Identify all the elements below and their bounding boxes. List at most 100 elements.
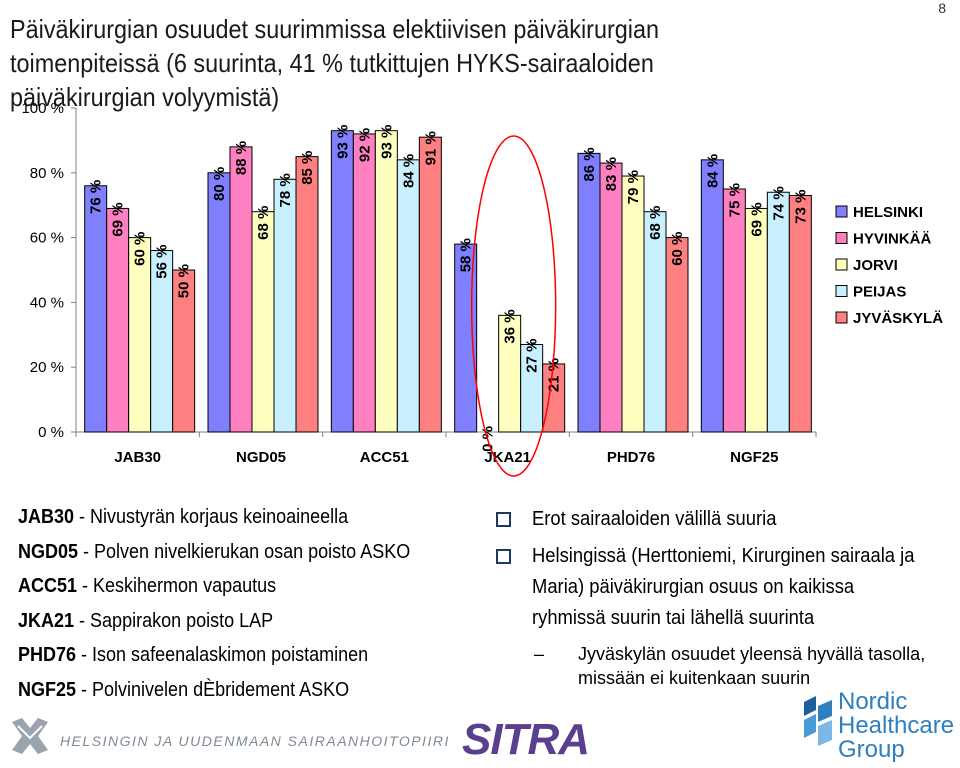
bar-data-label: 74 % — [770, 186, 787, 220]
bar-data-label: 60 % — [132, 232, 149, 266]
organization-name: HELSINGIN JA UUDENMAAN SAIRAANHOITOPIIRI — [60, 733, 450, 749]
definition-text: - Nivustyrän korjaus keinoaineella — [74, 506, 349, 528]
nhg-line: Healthcare — [838, 712, 955, 739]
bar-data-label: 80 % — [211, 167, 228, 201]
bar — [700, 159, 724, 433]
bar — [599, 162, 623, 433]
bar-data-label: 93 % — [378, 125, 395, 159]
checkbox-bullet-icon — [496, 512, 511, 527]
bar-data-label: 78 % — [277, 173, 294, 207]
definition-code: JKA21 — [18, 609, 75, 632]
bar — [643, 211, 667, 433]
bar-data-label: 79 % — [625, 170, 642, 204]
legend-swatch — [835, 205, 848, 218]
bar-data-label: 92 % — [356, 128, 373, 162]
definition-code: ACC51 — [18, 575, 78, 597]
bar-data-label: 60 % — [669, 232, 686, 266]
bar — [251, 211, 275, 433]
y-tick-label: 0 % — [38, 424, 64, 441]
bar — [418, 136, 442, 433]
definition-row: JAB30 - Nivustyrän korjaus keinoaineella — [18, 500, 410, 535]
nhg-line: Group — [838, 736, 905, 763]
bar-data-label: 56 % — [154, 245, 171, 279]
legend-label: PEIJAS — [853, 284, 906, 301]
definition-code: NGF25 — [18, 678, 77, 701]
page-number: 8 — [938, 0, 946, 16]
bar-data-label: 69 % — [748, 202, 765, 236]
bar — [374, 130, 398, 433]
bar-data-label: 84 % — [704, 154, 721, 188]
bar — [330, 130, 354, 433]
bar-chart: 0 % 20 % 40 % 60 % 80 % 100 % 76 % 69 % 60 % 56 %… — [21, 100, 943, 477]
y-tick-label: 40 % — [30, 294, 64, 311]
x-category-label: JAB30 — [114, 449, 161, 466]
bar-data-label: 68 % — [255, 206, 272, 240]
notes: Erot sairaaloiden välillä suuria Helsing… — [492, 504, 960, 690]
bar — [172, 269, 196, 433]
y-tick-label: 100 % — [21, 100, 64, 117]
bar-data-label: 68 % — [647, 206, 664, 240]
bar — [295, 156, 319, 433]
legend-swatch — [835, 258, 848, 271]
bar — [665, 237, 689, 433]
bar — [621, 175, 645, 433]
bar — [744, 207, 768, 433]
note-bullet: Helsingissä (Herttoniemi, Kirurginen sai… — [492, 541, 960, 634]
definition-code: NGD05 — [18, 540, 79, 563]
legend-swatch — [835, 285, 848, 297]
bar-data-label: 73 % — [792, 189, 809, 223]
checkbox-bullet-icon — [496, 549, 511, 564]
highlight-ellipse — [470, 135, 557, 477]
definition-code: JAB30 — [18, 506, 75, 528]
note-text: Helsingissä (Herttoniemi, Kirurginen sai… — [532, 545, 915, 629]
bar — [766, 191, 790, 433]
definition-row: JKA21 - Sappirakon poisto LAP — [18, 604, 410, 639]
bar — [106, 207, 130, 433]
bar — [352, 133, 376, 433]
bar-data-label: 21 % — [546, 358, 563, 392]
definition-text: - Ison safeenalaskimon poistaminen — [76, 644, 369, 666]
bar-data-label: 85 % — [299, 151, 316, 185]
bar-data-label: 27 % — [524, 339, 541, 373]
bar-data-label: 84 % — [400, 154, 417, 188]
definition-row: NGD05 - Polven nivelkierukan osan poisto… — [18, 535, 410, 570]
x-category-label: NGF25 — [730, 449, 778, 466]
nordic-healthcare-group-logo-icon — [804, 696, 832, 746]
legend-label: HELSINKI — [853, 204, 923, 221]
note-bullet: Erot sairaaloiden välillä suuria — [492, 504, 960, 535]
definition-row: NGF25 - Polvinivelen dÈbridement ASKO — [18, 673, 410, 708]
legend-label: JORVI — [853, 257, 898, 274]
y-tick-label: 80 % — [30, 165, 64, 182]
definition-text: - Keskihermon vapautus — [77, 575, 277, 597]
bar-data-label: 36 % — [502, 309, 519, 343]
bar-data-label: 93 % — [334, 125, 351, 159]
page-title: Päiväkirurgian osuudet suurimmissa elekt… — [10, 14, 659, 112]
bar-data-label: 83 % — [603, 157, 620, 191]
bar-data-label: 88 % — [233, 141, 250, 175]
bar-data-label: 86 % — [581, 147, 598, 181]
bar — [396, 159, 420, 433]
bar-data-label: 58 % — [458, 238, 475, 272]
definition-text: - Sappirakon poisto LAP — [74, 609, 274, 632]
nhg-line: Nordic — [838, 688, 908, 715]
x-category-label: NGD05 — [236, 449, 286, 466]
x-category-label: PHD76 — [607, 449, 655, 466]
legend-swatch — [835, 311, 848, 324]
dash-bullet-icon: – — [534, 644, 545, 664]
bar-data-label: 76 % — [88, 180, 105, 214]
definition-text: - Polven nivelkierukan osan poisto ASKO — [78, 540, 411, 563]
bar — [84, 185, 108, 433]
x-category-label: ACC51 — [360, 449, 409, 466]
legend-swatch — [835, 232, 848, 244]
note-text: Erot sairaaloiden välillä suuria — [532, 508, 777, 530]
legend-label: JYVÄSKYLÄ — [853, 310, 943, 327]
bar — [722, 188, 746, 433]
bar — [577, 152, 601, 433]
hus-logo-icon — [12, 718, 48, 754]
definition-code: PHD76 — [18, 644, 77, 666]
y-tick-label: 60 % — [30, 230, 64, 247]
definition-row: ACC51 - Keskihermon vapautus — [18, 569, 410, 604]
bar-data-label: 50 % — [176, 264, 193, 298]
definition-row: PHD76 - Ison safeenalaskimon poistaminen — [18, 638, 410, 673]
y-tick-label: 20 % — [30, 359, 64, 376]
